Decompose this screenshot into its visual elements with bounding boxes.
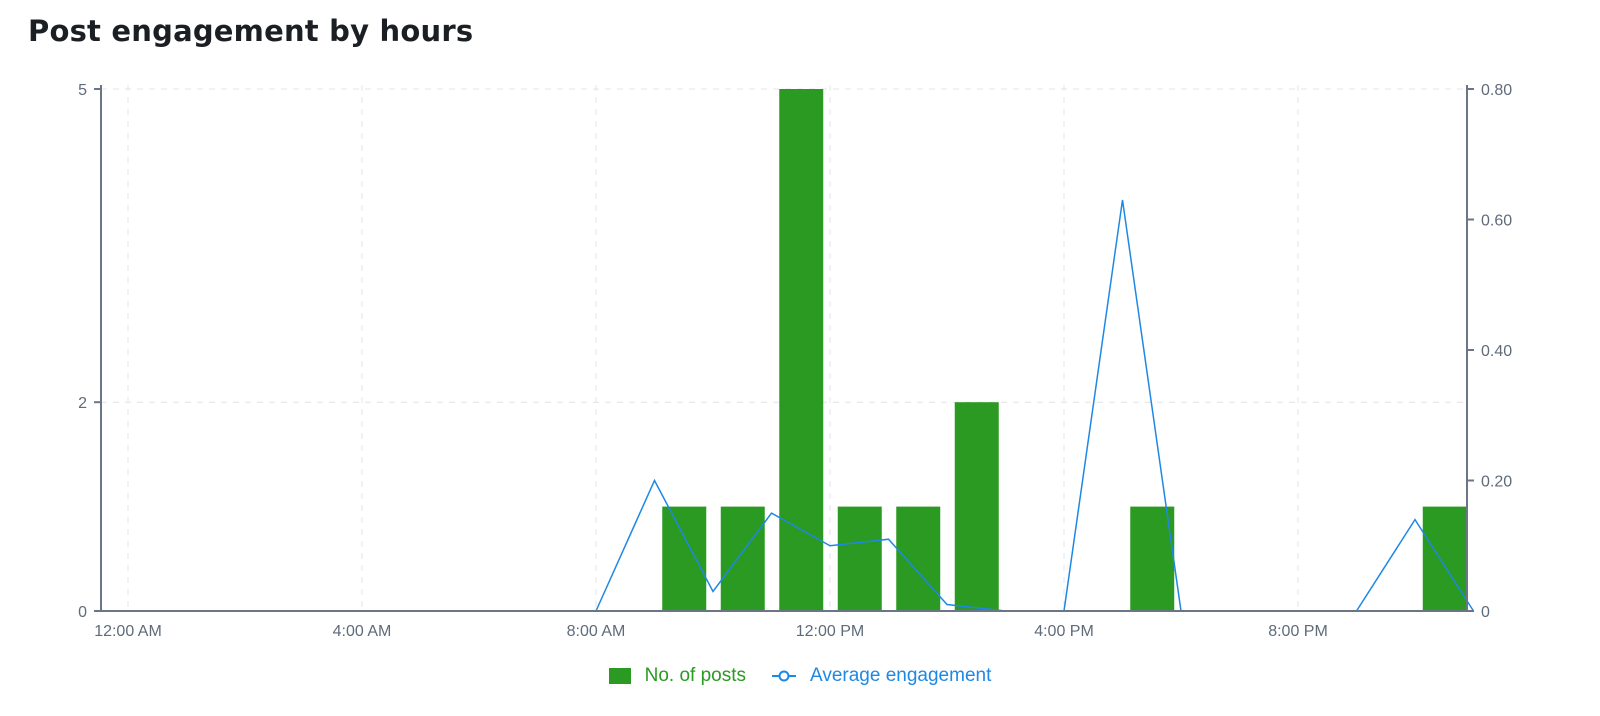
bar-no-of-posts[interactable] bbox=[662, 506, 707, 611]
gridlines bbox=[101, 85, 1467, 611]
legend-label-average-engagement: Average engagement bbox=[810, 665, 992, 686]
bar-no-of-posts[interactable] bbox=[720, 506, 765, 611]
y-right-tick-label: 0.60 bbox=[1481, 213, 1512, 230]
axes bbox=[94, 85, 1474, 612]
y-left-tick-label: 0 bbox=[78, 604, 87, 621]
x-tick-label: 12:00 PM bbox=[796, 623, 864, 640]
bar-no-of-posts[interactable] bbox=[896, 506, 941, 611]
chart-title: Post engagement by hours bbox=[28, 14, 474, 48]
legend-bar-swatch bbox=[608, 668, 631, 684]
bar-no-of-posts[interactable] bbox=[779, 89, 824, 611]
y-right-tick-label: 0.80 bbox=[1481, 82, 1512, 99]
x-tick-label: 4:00 AM bbox=[333, 623, 392, 640]
bars-no-of-posts bbox=[662, 89, 1467, 611]
y-right-tick-label: 0.20 bbox=[1481, 474, 1512, 491]
chart: 0 2 5 0 0.20 0.40 0.60 0.80 12:00 AM 4:00 AM 8:00 … bbox=[78, 82, 1512, 640]
y-left-tick-label: 5 bbox=[78, 82, 87, 99]
x-tick-label: 8:00 AM bbox=[567, 623, 626, 640]
bar-no-of-posts[interactable] bbox=[1130, 506, 1175, 611]
bar-no-of-posts[interactable] bbox=[954, 402, 999, 611]
x-tick-label: 8:00 PM bbox=[1268, 623, 1328, 640]
legend-label-no-of-posts: No. of posts bbox=[644, 665, 747, 686]
legend-item-average-engagement[interactable]: Average engagement bbox=[772, 665, 991, 687]
x-tick-label: 12:00 AM bbox=[94, 623, 162, 640]
tick-labels: 0 2 5 0 0.20 0.40 0.60 0.80 12:00 AM 4:00 AM 8:00 … bbox=[78, 82, 1512, 640]
x-tick-label: 4:00 PM bbox=[1034, 623, 1094, 640]
legend: No. of posts Average engagement bbox=[0, 665, 1600, 687]
legend-line-swatch bbox=[772, 670, 797, 682]
y-right-tick-label: 0 bbox=[1481, 604, 1490, 621]
bar-no-of-posts[interactable] bbox=[837, 506, 882, 611]
y-left-tick-label: 2 bbox=[78, 395, 87, 412]
y-right-tick-label: 0.40 bbox=[1481, 343, 1512, 360]
legend-item-no-of-posts[interactable]: No. of posts bbox=[608, 665, 747, 687]
bar-no-of-posts[interactable] bbox=[1422, 506, 1467, 611]
